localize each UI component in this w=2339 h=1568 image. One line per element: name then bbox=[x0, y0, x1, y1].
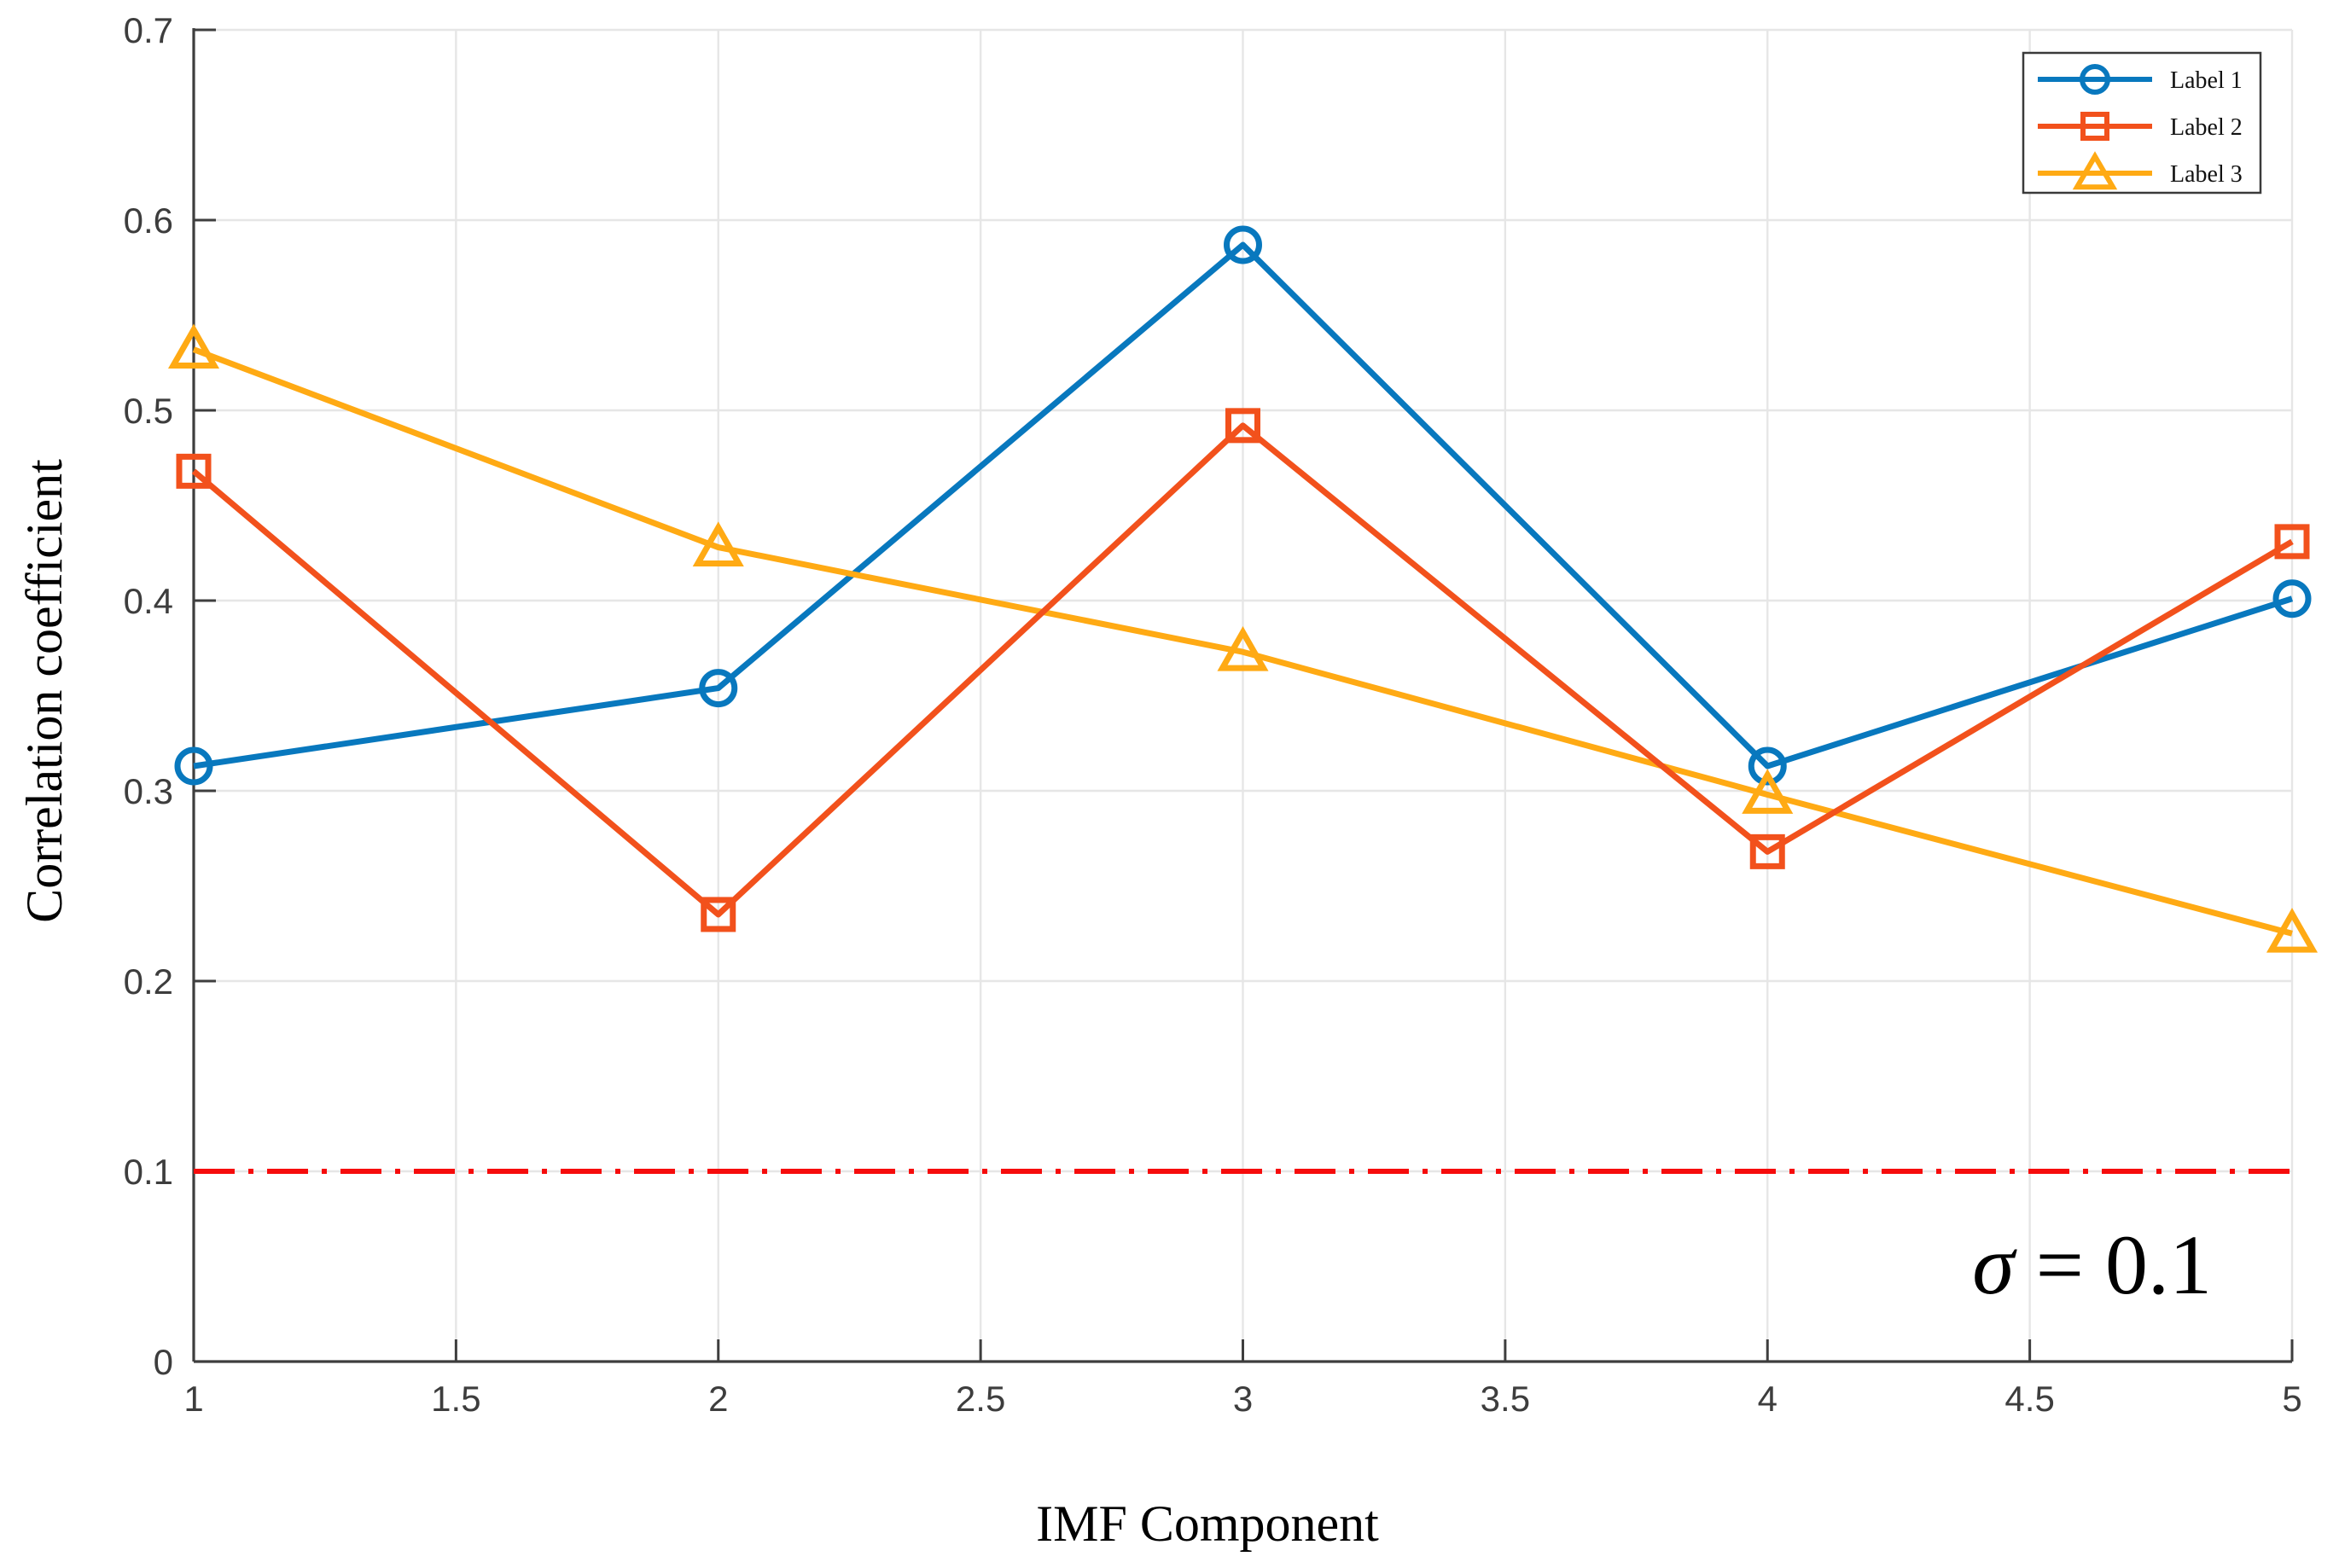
marker-circle bbox=[699, 669, 738, 708]
y-tick-label: 0.3 bbox=[124, 771, 173, 811]
legend: Label 1 Label 2 Label 3 bbox=[2022, 51, 2262, 195]
legend-item-label: Label 1 bbox=[2170, 67, 2243, 94]
marker-circle bbox=[2272, 579, 2312, 618]
x-tick-label: 2 bbox=[708, 1379, 728, 1419]
series-line bbox=[192, 346, 2293, 937]
marker-square bbox=[1749, 833, 1785, 869]
marker-circle bbox=[2080, 64, 2110, 95]
marker-square bbox=[2274, 524, 2310, 560]
series-group bbox=[167, 225, 2319, 953]
x-tick-label: 4.5 bbox=[2004, 1379, 2054, 1419]
series-line bbox=[193, 241, 2294, 769]
marker-circle bbox=[1224, 225, 1262, 264]
series-2 bbox=[176, 408, 2310, 932]
x-tick-label: 1 bbox=[183, 1379, 203, 1419]
y-tick-label: 0.6 bbox=[124, 200, 173, 241]
x-tick-label: 2.5 bbox=[956, 1379, 1005, 1419]
legend-item-label: Label 3 bbox=[2170, 161, 2243, 188]
marker-triangle bbox=[1217, 626, 1269, 671]
series-line bbox=[191, 422, 2294, 918]
marker-square bbox=[1225, 408, 1260, 444]
axes-lines bbox=[192, 28, 2292, 1363]
x-tick-label: 3 bbox=[1233, 1379, 1253, 1419]
sigma-value: = 0.1 bbox=[2015, 1217, 2212, 1312]
marker-triangle bbox=[1742, 769, 1794, 814]
y-tick-label: 0.7 bbox=[124, 10, 173, 50]
marker-circle bbox=[174, 746, 213, 786]
marker-triangle bbox=[2072, 151, 2118, 190]
y-tick-label: 0.2 bbox=[124, 961, 173, 1002]
marker-triangle bbox=[167, 323, 220, 369]
marker-square bbox=[701, 897, 736, 932]
tick-labels: 0 0.1 0.2 0.3 0.4 0.5 0.6 0.7 1 1.5 2 2.5 3 3.5 4 4.5 5 bbox=[124, 10, 2302, 1419]
legend-item-label: Label 2 bbox=[2170, 114, 2243, 141]
y-tick-label: 0 bbox=[154, 1342, 173, 1382]
sigma-symbol: σ bbox=[1972, 1217, 2017, 1312]
y-axis-title: Correlation coefficient bbox=[16, 459, 73, 923]
sigma-annotation: σ = 0.1 bbox=[1972, 1217, 2212, 1312]
marker-square bbox=[176, 453, 212, 489]
y-tick-label: 0.4 bbox=[124, 581, 173, 621]
x-tick-label: 5 bbox=[2282, 1379, 2301, 1419]
series-3 bbox=[167, 323, 2319, 953]
x-axis-title: IMF Component bbox=[1036, 1495, 1379, 1552]
y-tick-label: 0.1 bbox=[124, 1152, 173, 1192]
marker-triangle bbox=[692, 521, 744, 566]
series-1 bbox=[174, 225, 2312, 786]
x-tick-label: 3.5 bbox=[1481, 1379, 1530, 1419]
marker-square bbox=[2080, 112, 2109, 141]
marker-circle bbox=[1748, 746, 1787, 786]
y-tick-label: 0.5 bbox=[124, 391, 173, 431]
x-tick-label: 1.5 bbox=[431, 1379, 480, 1419]
x-tick-label: 4 bbox=[1758, 1379, 1778, 1419]
marker-triangle bbox=[2266, 908, 2319, 953]
legend-box bbox=[2022, 51, 2262, 195]
